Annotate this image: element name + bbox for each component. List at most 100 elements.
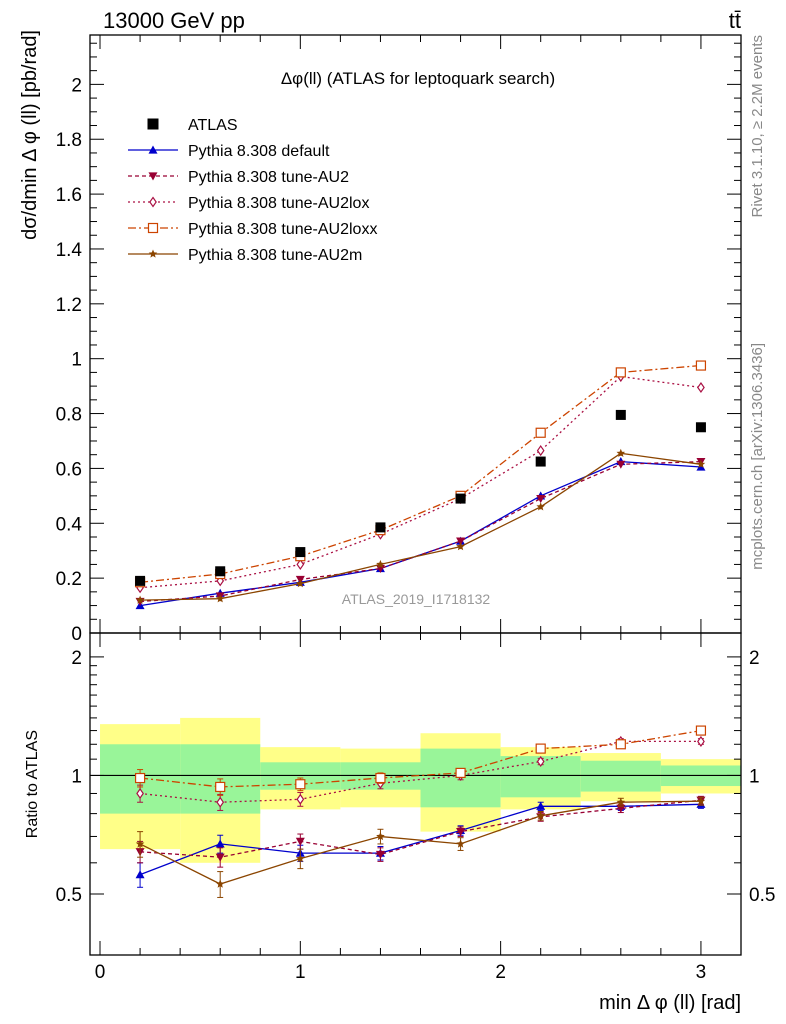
series-point-2 bbox=[296, 558, 305, 570]
ratio-point-2 bbox=[216, 796, 225, 808]
ratio-point-1 bbox=[375, 850, 385, 859]
ratio-tick-label: 0.5 bbox=[56, 885, 82, 906]
series-point-4 bbox=[696, 459, 706, 468]
ratio-frame bbox=[89, 632, 742, 956]
legend-marker-5 bbox=[148, 249, 158, 258]
ratio-point-0 bbox=[536, 801, 546, 810]
ratio-line-3 bbox=[140, 729, 702, 788]
y-tick-label: 1 bbox=[71, 350, 82, 371]
ratio-y-axis-label: Ratio to ATLAS bbox=[24, 730, 41, 838]
x-tick-label: 2 bbox=[495, 962, 506, 983]
y-tick-label: 1.6 bbox=[56, 185, 82, 206]
ratio-point-3 bbox=[615, 739, 626, 750]
ratio-point-0 bbox=[215, 839, 225, 848]
header-right: tt̄ bbox=[729, 8, 741, 33]
ratio-point-3 bbox=[134, 772, 146, 784]
series-point-4 bbox=[456, 542, 465, 551]
side-text-upper: Rivet 3.1.10, ≥ 2.2M events bbox=[749, 35, 766, 218]
series-line-4 bbox=[140, 452, 701, 601]
data-point bbox=[295, 547, 306, 558]
legend-marker-1 bbox=[148, 145, 158, 154]
ratio-point-4 bbox=[616, 797, 626, 806]
series-point-2 bbox=[697, 381, 705, 394]
ratio-point-2 bbox=[136, 787, 144, 800]
y-tick-label: 1.4 bbox=[56, 240, 83, 261]
series-point-2 bbox=[536, 445, 545, 457]
series-point-4 bbox=[135, 595, 145, 604]
x-axis-label: min Δ φ (ll) [rad] bbox=[599, 992, 741, 1014]
legend-label-0: ATLAS bbox=[188, 117, 238, 134]
series-point-1 bbox=[456, 537, 466, 546]
ratio-point-3 bbox=[695, 725, 707, 736]
series-line-0 bbox=[140, 460, 701, 607]
ratio-tick-label: 2 bbox=[71, 648, 82, 669]
series-line-3 bbox=[140, 364, 701, 583]
ratio-series bbox=[134, 725, 707, 898]
ratio-point-4 bbox=[536, 811, 545, 820]
data-point bbox=[535, 456, 546, 467]
series-point-1 bbox=[616, 460, 626, 469]
data-point bbox=[135, 575, 146, 586]
ratio-point-3 bbox=[295, 779, 306, 790]
data-point bbox=[455, 493, 466, 504]
ratio-point-4 bbox=[215, 879, 225, 888]
legend: ATLAS Pythia 8.308 default Pythia 8.308 tu… bbox=[128, 117, 377, 264]
ratio-tick-label-right: 0.5 bbox=[749, 885, 775, 906]
legend-marker-0 bbox=[147, 118, 159, 130]
series-line-2 bbox=[140, 375, 701, 589]
y-tick-label: 1.2 bbox=[56, 295, 82, 316]
side-text-lower: mcplots.cern.ch [arXiv:1306.3436] bbox=[749, 343, 766, 570]
ratio-band-inner bbox=[580, 760, 661, 792]
y-tick-label: 0.2 bbox=[56, 569, 82, 590]
series-point-3 bbox=[615, 367, 626, 378]
series-line-1 bbox=[140, 460, 701, 603]
legend-label-5: Pythia 8.308 tune-AU2m bbox=[188, 247, 362, 264]
header-left: 13000 GeV pp bbox=[103, 8, 245, 33]
legend-marker-4 bbox=[147, 222, 159, 234]
series-point-4 bbox=[215, 594, 225, 603]
ratio-line-4 bbox=[139, 800, 701, 885]
y-tick-label: 0.6 bbox=[56, 459, 82, 480]
ratio-point-1 bbox=[295, 837, 305, 846]
ratio-point-0 bbox=[135, 870, 145, 879]
data-point bbox=[375, 522, 386, 533]
legend-label-1: Pythia 8.308 default bbox=[188, 143, 330, 160]
ratio-point-3 bbox=[215, 781, 226, 793]
ratio-tick-label: 1 bbox=[71, 766, 82, 787]
legend-marker-3 bbox=[149, 196, 157, 208]
ratio-point-4 bbox=[376, 832, 385, 841]
series-point-3 bbox=[535, 427, 546, 438]
series-point-3 bbox=[695, 360, 707, 371]
ratio-point-2 bbox=[536, 755, 545, 768]
ratio-point-3 bbox=[535, 743, 546, 754]
data-point bbox=[695, 422, 706, 433]
ratio-bands bbox=[90, 717, 741, 863]
watermark: ATLAS_2019_I1718132 bbox=[342, 591, 491, 607]
ratio-point-3 bbox=[375, 772, 386, 784]
ratio-point-4 bbox=[135, 839, 145, 848]
y-tick-label: 2 bbox=[71, 75, 82, 96]
ratio-point-4 bbox=[296, 854, 305, 863]
y-tick-label: 0 bbox=[71, 624, 82, 645]
y-tick-label: 0.8 bbox=[56, 405, 82, 426]
ratio-line-0 bbox=[139, 803, 701, 876]
ratio-point-4 bbox=[696, 796, 706, 805]
ratio-point-4 bbox=[456, 839, 465, 848]
ratio-line-1 bbox=[140, 799, 701, 858]
axes: 0 0.2 0.4 0.6 0.8 1 1.2 1.4 1.6 1.8 2 0 1 2 3 0.5 0.5 1 1 2… bbox=[56, 34, 775, 983]
plot-title: Δφ(ll) (ATLAS for leptoquark search) bbox=[281, 69, 555, 88]
x-tick-label: 1 bbox=[295, 962, 306, 983]
ratio-tick-label-right: 1 bbox=[749, 766, 760, 787]
legend-marker-2 bbox=[148, 172, 158, 181]
series-point-4 bbox=[616, 448, 626, 457]
data-point bbox=[615, 409, 626, 420]
y-axis-label: dσ/dmin Δ φ (ll) [pb/rad] bbox=[19, 30, 41, 240]
series-point-4 bbox=[536, 502, 545, 511]
ratio-point-2 bbox=[296, 793, 305, 805]
series-point-4 bbox=[296, 579, 305, 588]
ratio-tick-label-right: 2 bbox=[749, 648, 760, 669]
x-tick-label: 3 bbox=[696, 962, 707, 983]
ratio-point-2 bbox=[697, 735, 705, 747]
ratio-point-1 bbox=[215, 853, 225, 862]
